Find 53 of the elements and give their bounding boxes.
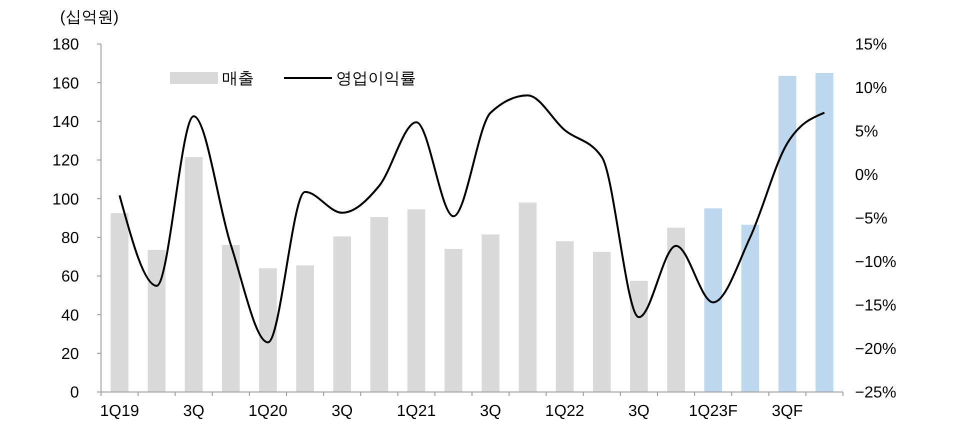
bar <box>667 228 685 392</box>
bar <box>704 208 722 392</box>
bar <box>407 209 426 392</box>
x-tick-label: 1Q21 <box>396 403 436 420</box>
y2-tick-label: 15% <box>855 36 888 54</box>
bar <box>259 268 277 392</box>
x-tick-label: 1Q19 <box>100 403 140 420</box>
x-tick-label: 3Q <box>628 403 650 420</box>
bar <box>110 213 128 392</box>
bar <box>482 234 500 392</box>
bar <box>556 241 574 392</box>
y-tick-label: 20 <box>61 346 80 363</box>
x-tick-label: 3Q <box>480 403 502 420</box>
bar <box>518 202 537 392</box>
bar <box>148 250 166 392</box>
bar <box>296 265 314 392</box>
y2-tick-label: −20% <box>855 341 896 358</box>
bar <box>333 236 352 392</box>
y-tick-label: 0 <box>70 384 80 402</box>
bar <box>370 217 388 392</box>
y2-tick-label: 5% <box>855 124 878 141</box>
bar <box>592 252 611 392</box>
y2-tick-label: 0% <box>855 167 878 184</box>
bar <box>222 245 240 392</box>
x-tick-label: 3Q <box>183 403 204 420</box>
y2-tick-label: −10% <box>855 254 896 272</box>
y2-tick-label: 10% <box>855 80 888 98</box>
bar <box>741 224 760 392</box>
y-tick-label: 80 <box>61 230 80 247</box>
y-axis-title: (십억원) <box>60 9 119 26</box>
y-tick-label: 140 <box>52 114 80 131</box>
legend-label: 영업이익률 <box>336 70 416 88</box>
y-tick-label: 40 <box>61 307 80 324</box>
bar <box>778 76 796 392</box>
y-tick-label: 180 <box>52 36 80 54</box>
x-tick-label: 3Q <box>331 403 353 420</box>
x-tick-label: 1Q23F <box>688 403 738 420</box>
y-tick-label: 100 <box>52 191 80 208</box>
y2-tick-label: −5% <box>855 210 888 228</box>
line-series <box>118 94 826 344</box>
y-tick-label: 120 <box>52 152 80 170</box>
bar <box>816 73 834 392</box>
x-tick-label: 1Q22 <box>545 403 584 420</box>
x-tick-label: 1Q20 <box>248 403 288 420</box>
y2-tick-label: −25% <box>855 384 896 402</box>
bar <box>184 157 203 392</box>
legend-label: 매출 <box>222 70 254 88</box>
y-tick-label: 160 <box>52 75 80 92</box>
bar <box>630 280 648 392</box>
y2-tick-label: −15% <box>855 298 896 315</box>
x-tick-label: 3QF <box>772 403 804 420</box>
bar <box>444 248 462 392</box>
y-tick-label: 60 <box>61 268 80 286</box>
